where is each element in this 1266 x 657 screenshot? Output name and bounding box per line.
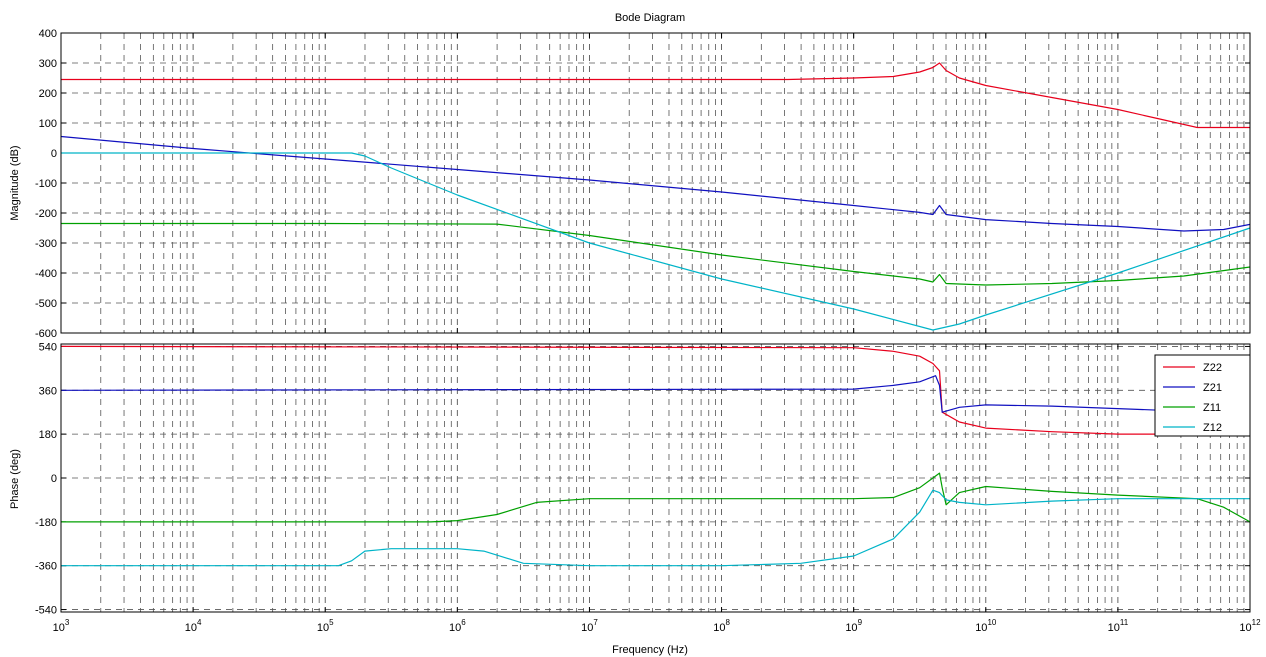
legend-label-z12: Z12	[1203, 422, 1222, 434]
x-tick-label-exponent: 6	[461, 618, 466, 627]
x-tick-label-base: 10	[975, 622, 987, 634]
phase-axes-frame	[60, 343, 1251, 613]
x-tick-label: 1011	[1108, 618, 1129, 634]
x-tick-label-base: 10	[53, 622, 65, 634]
x-tick-label: 104	[185, 618, 202, 634]
magnitude-panel: 400 300 200 100 0 -100 -200 -300 -400 -500 -600	[35, 28, 1251, 340]
x-tick-label-exponent: 8	[725, 618, 730, 627]
phase-y-tick-label: 180	[39, 429, 57, 441]
x-tick-label: 107	[581, 618, 598, 634]
magnitude-y-tick-label: 100	[39, 118, 57, 130]
phase-y-tick-label: -540	[35, 605, 57, 617]
x-tick-label-base: 10	[449, 622, 461, 634]
phase-y-tick-label: 0	[51, 473, 57, 485]
magnitude-y-tick-label: -400	[35, 268, 57, 280]
x-tick-label-exponent: 4	[197, 618, 202, 627]
x-tick-label-exponent: 10	[987, 618, 996, 627]
x-tick-label-base: 10	[845, 622, 857, 634]
magnitude-y-tick-label: 200	[39, 88, 57, 100]
x-tick-label: 105	[317, 618, 334, 634]
x-tick-label: 1010	[975, 618, 997, 634]
legend-label-z11: Z11	[1203, 402, 1221, 414]
magnitude-series-z21-line	[60, 135, 1251, 232]
phase-y-tick-label: 540	[39, 341, 57, 353]
magnitude-series-z11-line	[61, 222, 1251, 286]
chart-title: Bode Diagram	[615, 12, 685, 24]
x-tick-label: 108	[713, 618, 730, 634]
phase-y-tick-label: -180	[35, 517, 57, 529]
x-tick-label-base: 10	[1108, 622, 1120, 634]
magnitude-y-tick-label: -500	[35, 298, 57, 310]
phase-series-z11-line	[61, 472, 1251, 523]
x-tick-label-base: 10	[185, 622, 197, 634]
magnitude-y-tick-label: 400	[39, 28, 57, 40]
legend-label-z22: Z22	[1203, 362, 1222, 374]
phase-panel: 540 360 180 0 -180 -360 -540	[35, 341, 1251, 617]
phase-series-z12-line	[61, 489, 1250, 567]
x-tick-label-base: 10	[1239, 622, 1251, 634]
phase-y-axis-label: Phase (deg)	[9, 449, 21, 509]
magnitude-axes-frame	[60, 32, 1251, 334]
magnitude-y-tick-label: 300	[39, 58, 57, 70]
legend: Z22 Z21 Z11 Z12	[1154, 354, 1251, 437]
magnitude-series-z12-line	[61, 152, 1251, 331]
x-tick-label-exponent: 3	[65, 618, 70, 627]
x-tick-label-exponent: 9	[858, 618, 863, 627]
x-tick-label-exponent: 5	[329, 618, 334, 627]
x-tick-label-base: 10	[581, 622, 593, 634]
x-tick-label: 103	[53, 618, 70, 634]
x-tick-label: 1012	[1239, 618, 1261, 634]
x-tick-label: 106	[449, 618, 466, 634]
magnitude-y-tick-label: -600	[35, 328, 57, 340]
phase-y-tick-label: 360	[39, 385, 57, 397]
magnitude-y-tick-label: 0	[51, 148, 57, 160]
x-tick-label: 109	[845, 618, 862, 634]
phase-series-z21-line	[60, 375, 1251, 414]
phase-y-tick-label: -360	[35, 561, 57, 573]
magnitude-y-tick-label: -100	[35, 178, 57, 190]
x-axis-label: Frequency (Hz)	[612, 644, 688, 656]
magnitude-y-axis-label: Magnitude (dB)	[9, 145, 21, 220]
x-tick-label-exponent: 7	[593, 618, 598, 627]
magnitude-y-tick-label: -300	[35, 238, 57, 250]
legend-label-z21: Z21	[1203, 382, 1222, 394]
x-tick-label-exponent: 12	[1252, 618, 1261, 627]
magnitude-series-z22-line	[61, 62, 1250, 129]
x-tick-label-base: 10	[317, 622, 329, 634]
x-tick-label-base: 10	[713, 622, 725, 634]
magnitude-y-tick-label: -200	[35, 208, 57, 220]
legend-box	[1154, 354, 1251, 437]
x-tick-label-exponent: 11	[1120, 618, 1129, 627]
